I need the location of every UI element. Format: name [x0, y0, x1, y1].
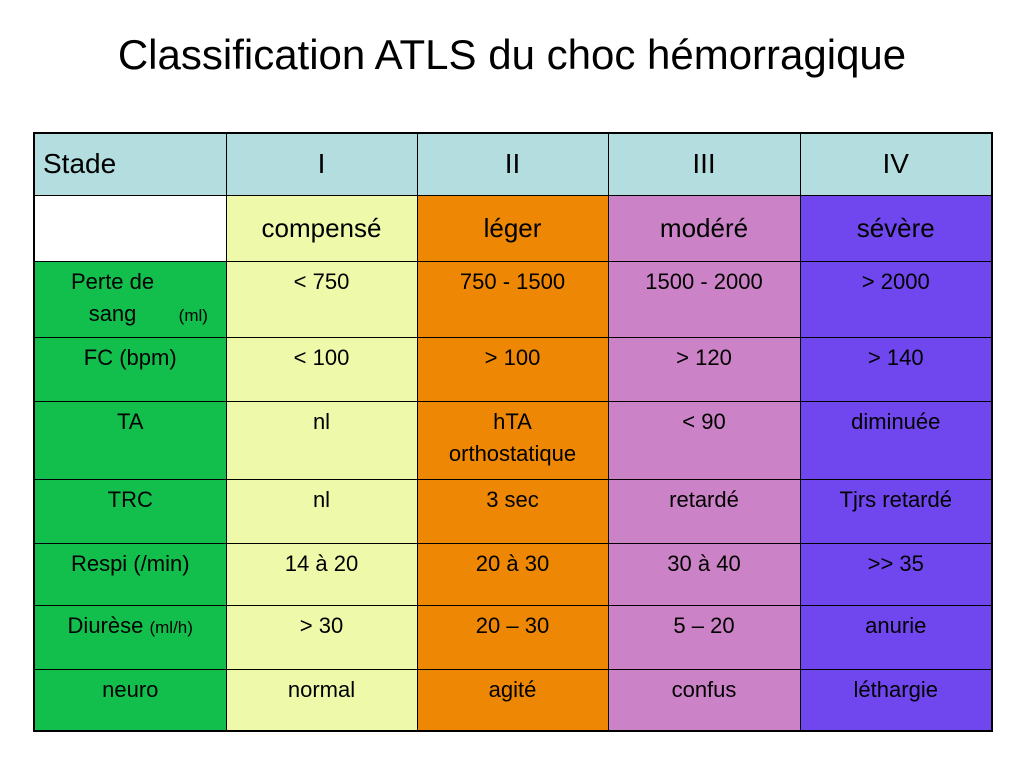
value-cell: retardé: [607, 478, 801, 544]
row-unit: (ml): [178, 305, 208, 325]
atls-classification-table: Stade I II III IV compensé léger modéré …: [33, 132, 993, 732]
severity-cell: modéré: [607, 194, 801, 262]
blank-cell: [33, 194, 227, 262]
value-cell: léthargie: [799, 668, 993, 732]
value-cell: confus: [607, 668, 801, 732]
value-cell: Tjrs retardé: [799, 478, 993, 544]
value-cell: > 2000: [799, 260, 993, 338]
row-label-cell: neuro: [33, 668, 227, 732]
stage-header-cell: IV: [799, 132, 993, 196]
severity-cell: sévère: [799, 194, 993, 262]
severity-row: compensé léger modéré sévère: [33, 194, 993, 262]
value-cell: diminuée: [799, 400, 993, 480]
value-cell: < 750: [225, 260, 418, 338]
table-row: TA nl hTA orthostatique < 90 diminuée: [33, 400, 993, 480]
value-cell: > 30: [225, 604, 418, 670]
value-cell: nl: [225, 478, 418, 544]
value-cell: 14 à 20: [225, 542, 418, 606]
table-row: FC (bpm) < 100 > 100 > 120 > 140: [33, 336, 993, 402]
value-cell: >> 35: [799, 542, 993, 606]
severity-cell: léger: [416, 194, 609, 262]
value-cell: 20 à 30: [416, 542, 609, 606]
stage-header-cell: I: [225, 132, 418, 196]
value-cell: nl: [225, 400, 418, 480]
value-cell: > 140: [799, 336, 993, 402]
table-row: TRC nl 3 sec retardé Tjrs retardé: [33, 478, 993, 544]
stade-header-cell: Stade: [33, 132, 227, 196]
value-cell: 3 sec: [416, 478, 609, 544]
page-title: Classification ATLS du choc hémorragique: [117, 31, 907, 78]
row-label-cell: Diurèse (ml/h): [33, 604, 227, 670]
stage-header-cell: III: [607, 132, 801, 196]
row-label-cell: FC (bpm): [33, 336, 227, 402]
stage-header-cell: II: [416, 132, 609, 196]
value-cell: 5 – 20: [607, 604, 801, 670]
table-row: Perte de sang (ml) < 750 750 - 1500 1500…: [33, 260, 993, 338]
value-cell: < 100: [225, 336, 418, 402]
row-label: Perte de sang: [70, 268, 155, 326]
value-cell: anurie: [799, 604, 993, 670]
row-label-cell: TRC: [33, 478, 227, 544]
value-cell: normal: [225, 668, 418, 732]
value-cell: > 100: [416, 336, 609, 402]
value-cell: < 90: [607, 400, 801, 480]
row-label-cell: TA: [33, 400, 227, 480]
value-cell: 20 – 30: [416, 604, 609, 670]
table-row: Diurèse (ml/h) > 30 20 – 30 5 – 20 anuri…: [33, 604, 993, 670]
row-label-cell: Perte de sang (ml): [33, 260, 227, 338]
value-cell: agité: [416, 668, 609, 732]
value-cell: hTA orthostatique: [416, 400, 609, 480]
row-label: Diurèse: [67, 612, 144, 638]
row-label-cell: Respi (/min): [33, 542, 227, 606]
severity-cell: compensé: [225, 194, 418, 262]
value-text: hTA orthostatique: [448, 408, 577, 466]
table-header-row: Stade I II III IV: [33, 132, 993, 196]
value-cell: > 120: [607, 336, 801, 402]
value-cell: 1500 - 2000: [607, 260, 801, 338]
value-cell: 750 - 1500: [416, 260, 609, 338]
value-cell: 30 à 40: [607, 542, 801, 606]
row-unit: (ml/h): [149, 617, 193, 637]
table-row: neuro normal agité confus léthargie: [33, 668, 993, 732]
table-row: Respi (/min) 14 à 20 20 à 30 30 à 40 >> …: [33, 542, 993, 606]
